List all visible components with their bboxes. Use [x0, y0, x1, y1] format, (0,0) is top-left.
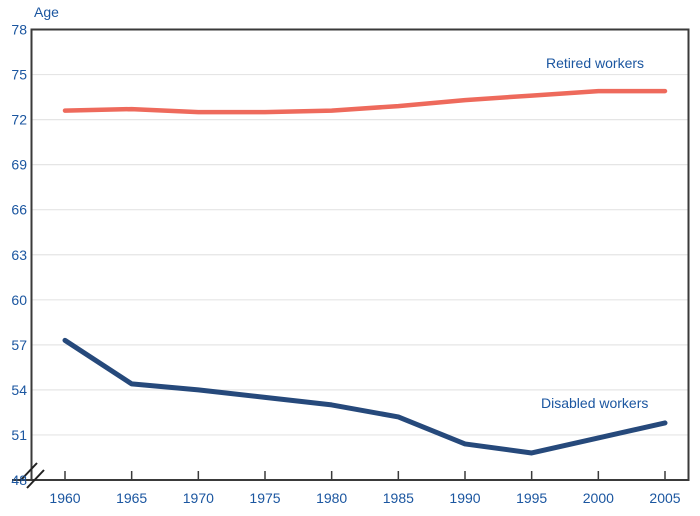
y-tick-label-75: 75	[11, 67, 27, 83]
y-tick-label-69: 69	[11, 157, 27, 173]
x-tick-label-1995: 1995	[516, 490, 547, 506]
x-tick-label-1975: 1975	[249, 490, 280, 506]
series-label-disabled-workers: Disabled workers	[541, 395, 649, 411]
y-tick-label-66: 66	[11, 202, 27, 218]
y-tick-label-78: 78	[11, 22, 27, 38]
x-tick-label-1970: 1970	[183, 490, 214, 506]
series-label-retired-workers: Retired workers	[546, 55, 645, 71]
y-tick-label-63: 63	[11, 247, 27, 263]
x-tick-label-1990: 1990	[449, 490, 480, 506]
y-tick-label-54: 54	[11, 382, 27, 398]
y-tick-label-57: 57	[11, 337, 27, 353]
y-tick-label-72: 72	[11, 112, 27, 128]
x-tick-label-1965: 1965	[116, 490, 147, 506]
y-tick-label-60: 60	[11, 292, 27, 308]
axis-break-mark	[19, 462, 38, 482]
x-tick-label-1960: 1960	[49, 490, 80, 506]
x-tick-label-2005: 2005	[649, 490, 680, 506]
x-tick-label-1980: 1980	[316, 490, 347, 506]
line-disabled-workers	[62, 337, 668, 456]
y-axis-title: Age	[34, 4, 59, 20]
y-tick-label-51: 51	[11, 427, 27, 443]
line-retired-workers	[62, 88, 668, 115]
y-tick-label-48: 48	[11, 472, 27, 488]
x-tick-label-1985: 1985	[383, 490, 414, 506]
axis-break-mark	[26, 469, 45, 489]
x-tick-label-2000: 2000	[583, 490, 614, 506]
